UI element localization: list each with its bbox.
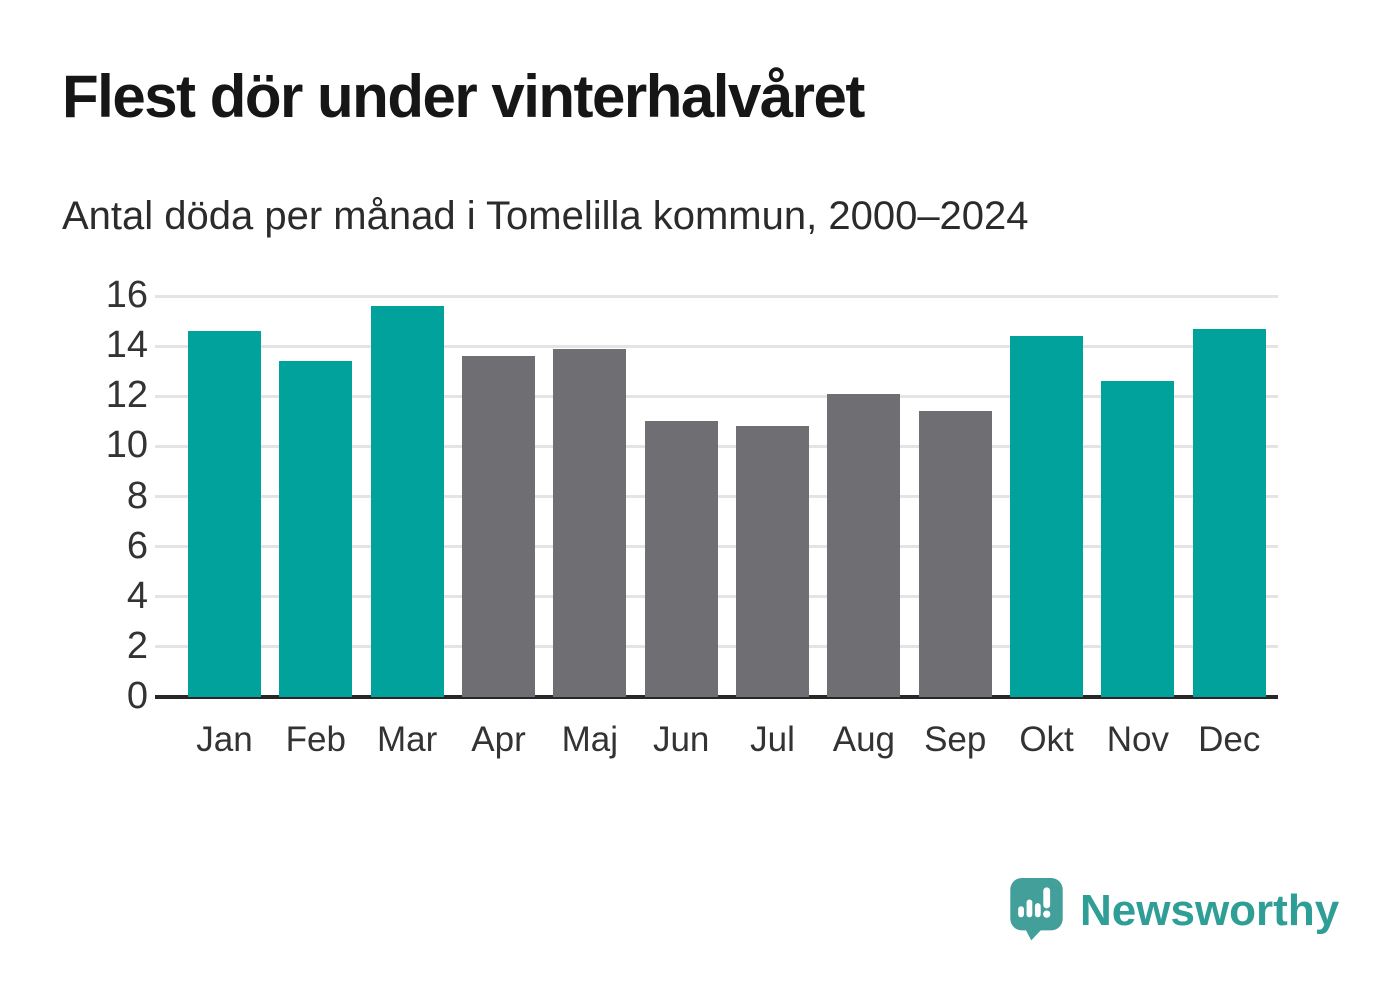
- newsworthy-wordmark: Newsworthy: [1080, 886, 1340, 935]
- x-tick-label-Jan: Jan: [196, 720, 253, 759]
- y-tick-label-0: 0: [126, 675, 148, 718]
- plot-area: [155, 294, 1278, 699]
- x-tick-label-Feb: Feb: [285, 720, 346, 759]
- x-tick-label-Jun: Jun: [652, 720, 710, 759]
- y-tick-label-14: 14: [105, 324, 148, 367]
- bar-Maj: [553, 348, 627, 697]
- bar-Jul: [736, 426, 810, 697]
- y-tick-label-16: 16: [105, 274, 148, 317]
- y-tick-label-2: 2: [126, 625, 148, 668]
- chart-title: Flest dör under vinterhalvåret: [62, 63, 865, 130]
- x-tick-label-Jul: Jul: [750, 720, 795, 759]
- y-tick-label-4: 4: [126, 574, 148, 617]
- newsworthy-logo: Newsworthy: [1010, 878, 1339, 944]
- chart-subtitle: Antal döda per månad i Tomelilla kommun,…: [62, 194, 1029, 238]
- gridline-14: [155, 344, 1278, 348]
- bar-Sep: [918, 411, 992, 697]
- bar-Mar: [370, 306, 444, 697]
- x-tick-label-Aug: Aug: [832, 720, 896, 759]
- bar-Aug: [827, 393, 901, 697]
- y-tick-label-12: 12: [105, 374, 148, 417]
- bar-Nov: [1101, 381, 1175, 697]
- bar-Jan: [188, 331, 261, 697]
- x-tick-label-Maj: Maj: [561, 720, 619, 759]
- y-tick-label-8: 8: [126, 474, 148, 517]
- bar-Feb: [279, 361, 353, 697]
- x-axis-line: [155, 695, 1278, 699]
- gridline-16: [155, 294, 1278, 298]
- x-tick-label-Sep: Sep: [924, 720, 987, 759]
- bar-Okt: [1010, 336, 1084, 697]
- x-tick-label-Okt: Okt: [1019, 720, 1074, 759]
- x-tick-label-Dec: Dec: [1198, 720, 1261, 759]
- newsworthy-speech-bubble-icon: [1010, 878, 1063, 941]
- y-tick-label-6: 6: [126, 524, 148, 567]
- gridline-12: [155, 394, 1278, 398]
- x-tick-label-Apr: Apr: [471, 720, 526, 759]
- x-tick-label-Nov: Nov: [1106, 720, 1170, 759]
- x-tick-label-Mar: Mar: [377, 720, 438, 759]
- bar-Dec: [1192, 328, 1266, 697]
- y-tick-label-10: 10: [105, 424, 148, 467]
- bar-Jun: [644, 421, 718, 697]
- bar-Apr: [462, 356, 536, 697]
